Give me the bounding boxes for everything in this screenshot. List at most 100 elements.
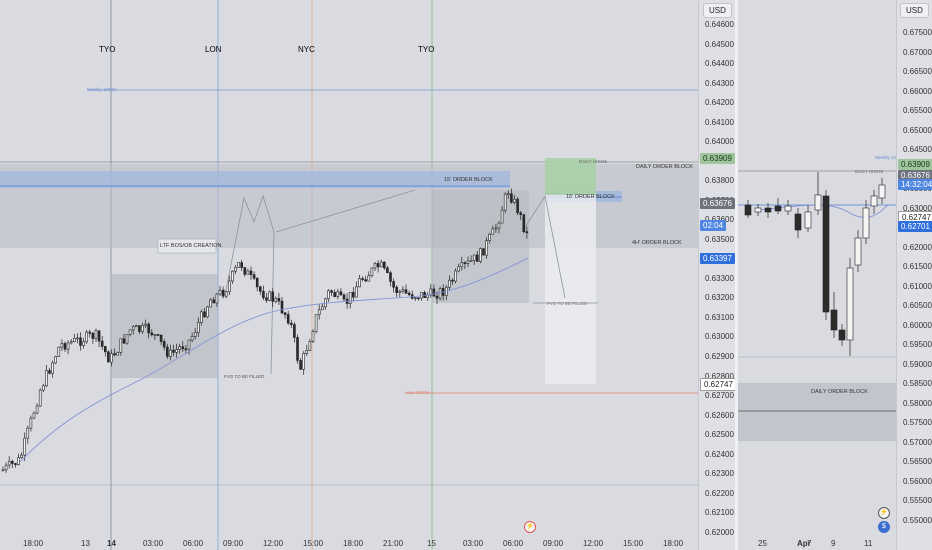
candle-body — [324, 298, 327, 308]
candle-body — [237, 262, 240, 268]
candle-body — [382, 261, 386, 269]
price-tick-label: 0.62400 — [705, 449, 734, 459]
left-price-chart[interactable] — [0, 0, 698, 550]
candle-body — [4, 464, 8, 471]
candle-body — [355, 286, 358, 298]
candle-body — [469, 260, 473, 262]
pane-divider[interactable] — [735, 0, 738, 550]
price-tick-label: 0.55500 — [903, 496, 932, 505]
candle-body — [488, 233, 492, 242]
right-candles — [744, 172, 886, 356]
time-tick-label: 09:00 — [543, 539, 564, 548]
candle-body — [764, 207, 772, 213]
price-tick-label: 0.62800 — [705, 371, 734, 381]
price-tick-label: 0.63100 — [705, 312, 734, 322]
candle-body — [203, 311, 206, 318]
price-tick-label: 0.64500 — [903, 145, 932, 154]
candle-body — [413, 297, 417, 300]
candle-body — [11, 460, 14, 464]
time-tick-label: 03:00 — [463, 539, 484, 548]
candle-body — [457, 266, 461, 272]
right-lightning-icon[interactable]: ⚡ — [878, 507, 890, 519]
candle-body — [23, 437, 27, 456]
candle-body — [336, 291, 340, 297]
candle-body — [814, 194, 822, 211]
candle-body — [463, 262, 467, 264]
candle-body — [466, 260, 470, 264]
candle-body — [197, 322, 200, 333]
currency-flag-icon[interactable]: $ — [878, 521, 890, 533]
price-tick-label: 0.62600 — [705, 410, 734, 420]
candle-body — [243, 267, 247, 275]
candle-body — [386, 267, 389, 273]
order-block-15-label-b: 15' ORDER BLOCK — [566, 194, 615, 200]
candle-body — [60, 343, 64, 348]
fvg-label-a: FVG TO BE FILLED — [224, 374, 265, 379]
price-tag: 0.62701 — [898, 221, 932, 232]
left-chart-pane[interactable]: TYO LON NYC TYO DAILY ORDER BLOCK 15' OR… — [0, 0, 735, 550]
price-tick-label: 0.64500 — [705, 39, 734, 49]
right-price-axis[interactable]: USD 0.67500 0.67000 0.66500 0.66000 0.65500 0… — [896, 0, 932, 550]
price-tag: 0.63676 — [898, 170, 932, 181]
candle-body — [744, 204, 752, 216]
candle-body — [172, 349, 175, 353]
time-tick-label: 7 — [807, 539, 812, 548]
candle-body — [522, 214, 526, 232]
candle-body — [175, 349, 178, 353]
candle-body — [370, 267, 374, 276]
candle-body — [348, 292, 352, 304]
session-label-nyc: NYC — [298, 45, 315, 54]
price-tick-label: 0.58000 — [903, 398, 932, 408]
candle-body — [91, 333, 95, 339]
candle-body — [240, 262, 243, 268]
candle-body — [110, 353, 113, 363]
fvg-zone — [545, 195, 596, 384]
candle-body — [119, 338, 123, 353]
price-tick-label: 0.62900 — [705, 352, 734, 361]
candle-body — [26, 427, 30, 439]
time-tick-label: 15:00 — [623, 539, 644, 548]
candle-body — [29, 417, 33, 429]
time-tick-label: 18:00 — [23, 539, 44, 548]
candle-body — [94, 330, 98, 339]
time-tick-label: Apr — [797, 539, 811, 548]
target-zone — [545, 158, 596, 195]
candle-body — [252, 274, 256, 279]
candle-body — [258, 286, 262, 292]
candle-body — [85, 331, 88, 343]
candle-body — [327, 290, 330, 300]
candle-body — [113, 353, 116, 356]
candle-body — [131, 326, 135, 331]
candle-body — [401, 289, 405, 292]
candle-body — [159, 334, 163, 342]
session-label-lon: LON — [205, 45, 222, 54]
candle-body — [141, 325, 144, 332]
candle-body — [262, 290, 265, 299]
price-tick-label: 0.57000 — [903, 437, 932, 447]
right-chart-pane[interactable]: DAILY ORDER BLOCK DAILY HIGHS Weekly 100… — [738, 0, 932, 550]
order-block-15-label: 15' ORDER BLOCK — [444, 177, 493, 183]
currency-button[interactable]: USD — [703, 3, 732, 18]
lightning-icon[interactable]: ⚡ — [524, 521, 536, 533]
right-price-chart[interactable] — [738, 0, 896, 550]
candle-body — [17, 457, 20, 465]
candle-body — [510, 193, 513, 203]
candle-body — [830, 309, 838, 331]
price-tag: 0.62747 — [700, 378, 735, 391]
projection-paths — [224, 189, 598, 375]
candle-body — [280, 300, 284, 314]
time-tick-label: 09:00 — [223, 539, 244, 548]
daily-high-label: DAILY HIGHS — [579, 159, 608, 164]
candle-body — [395, 286, 399, 293]
candle-body — [472, 254, 476, 261]
price-tick-label: 0.56500 — [903, 457, 932, 466]
time-tick-label: 06:00 — [183, 539, 204, 548]
price-tag: 0.63397 — [700, 253, 735, 264]
candle-body — [79, 337, 82, 346]
left-price-axis[interactable]: USD 0.64600 0.64500 0.64400 0.64300 0.64200 0… — [698, 0, 735, 550]
candle-body — [784, 205, 792, 212]
price-tick-label: 0.67500 — [903, 28, 932, 37]
right-currency-button[interactable]: USD — [900, 3, 929, 18]
candle-body — [361, 278, 364, 280]
